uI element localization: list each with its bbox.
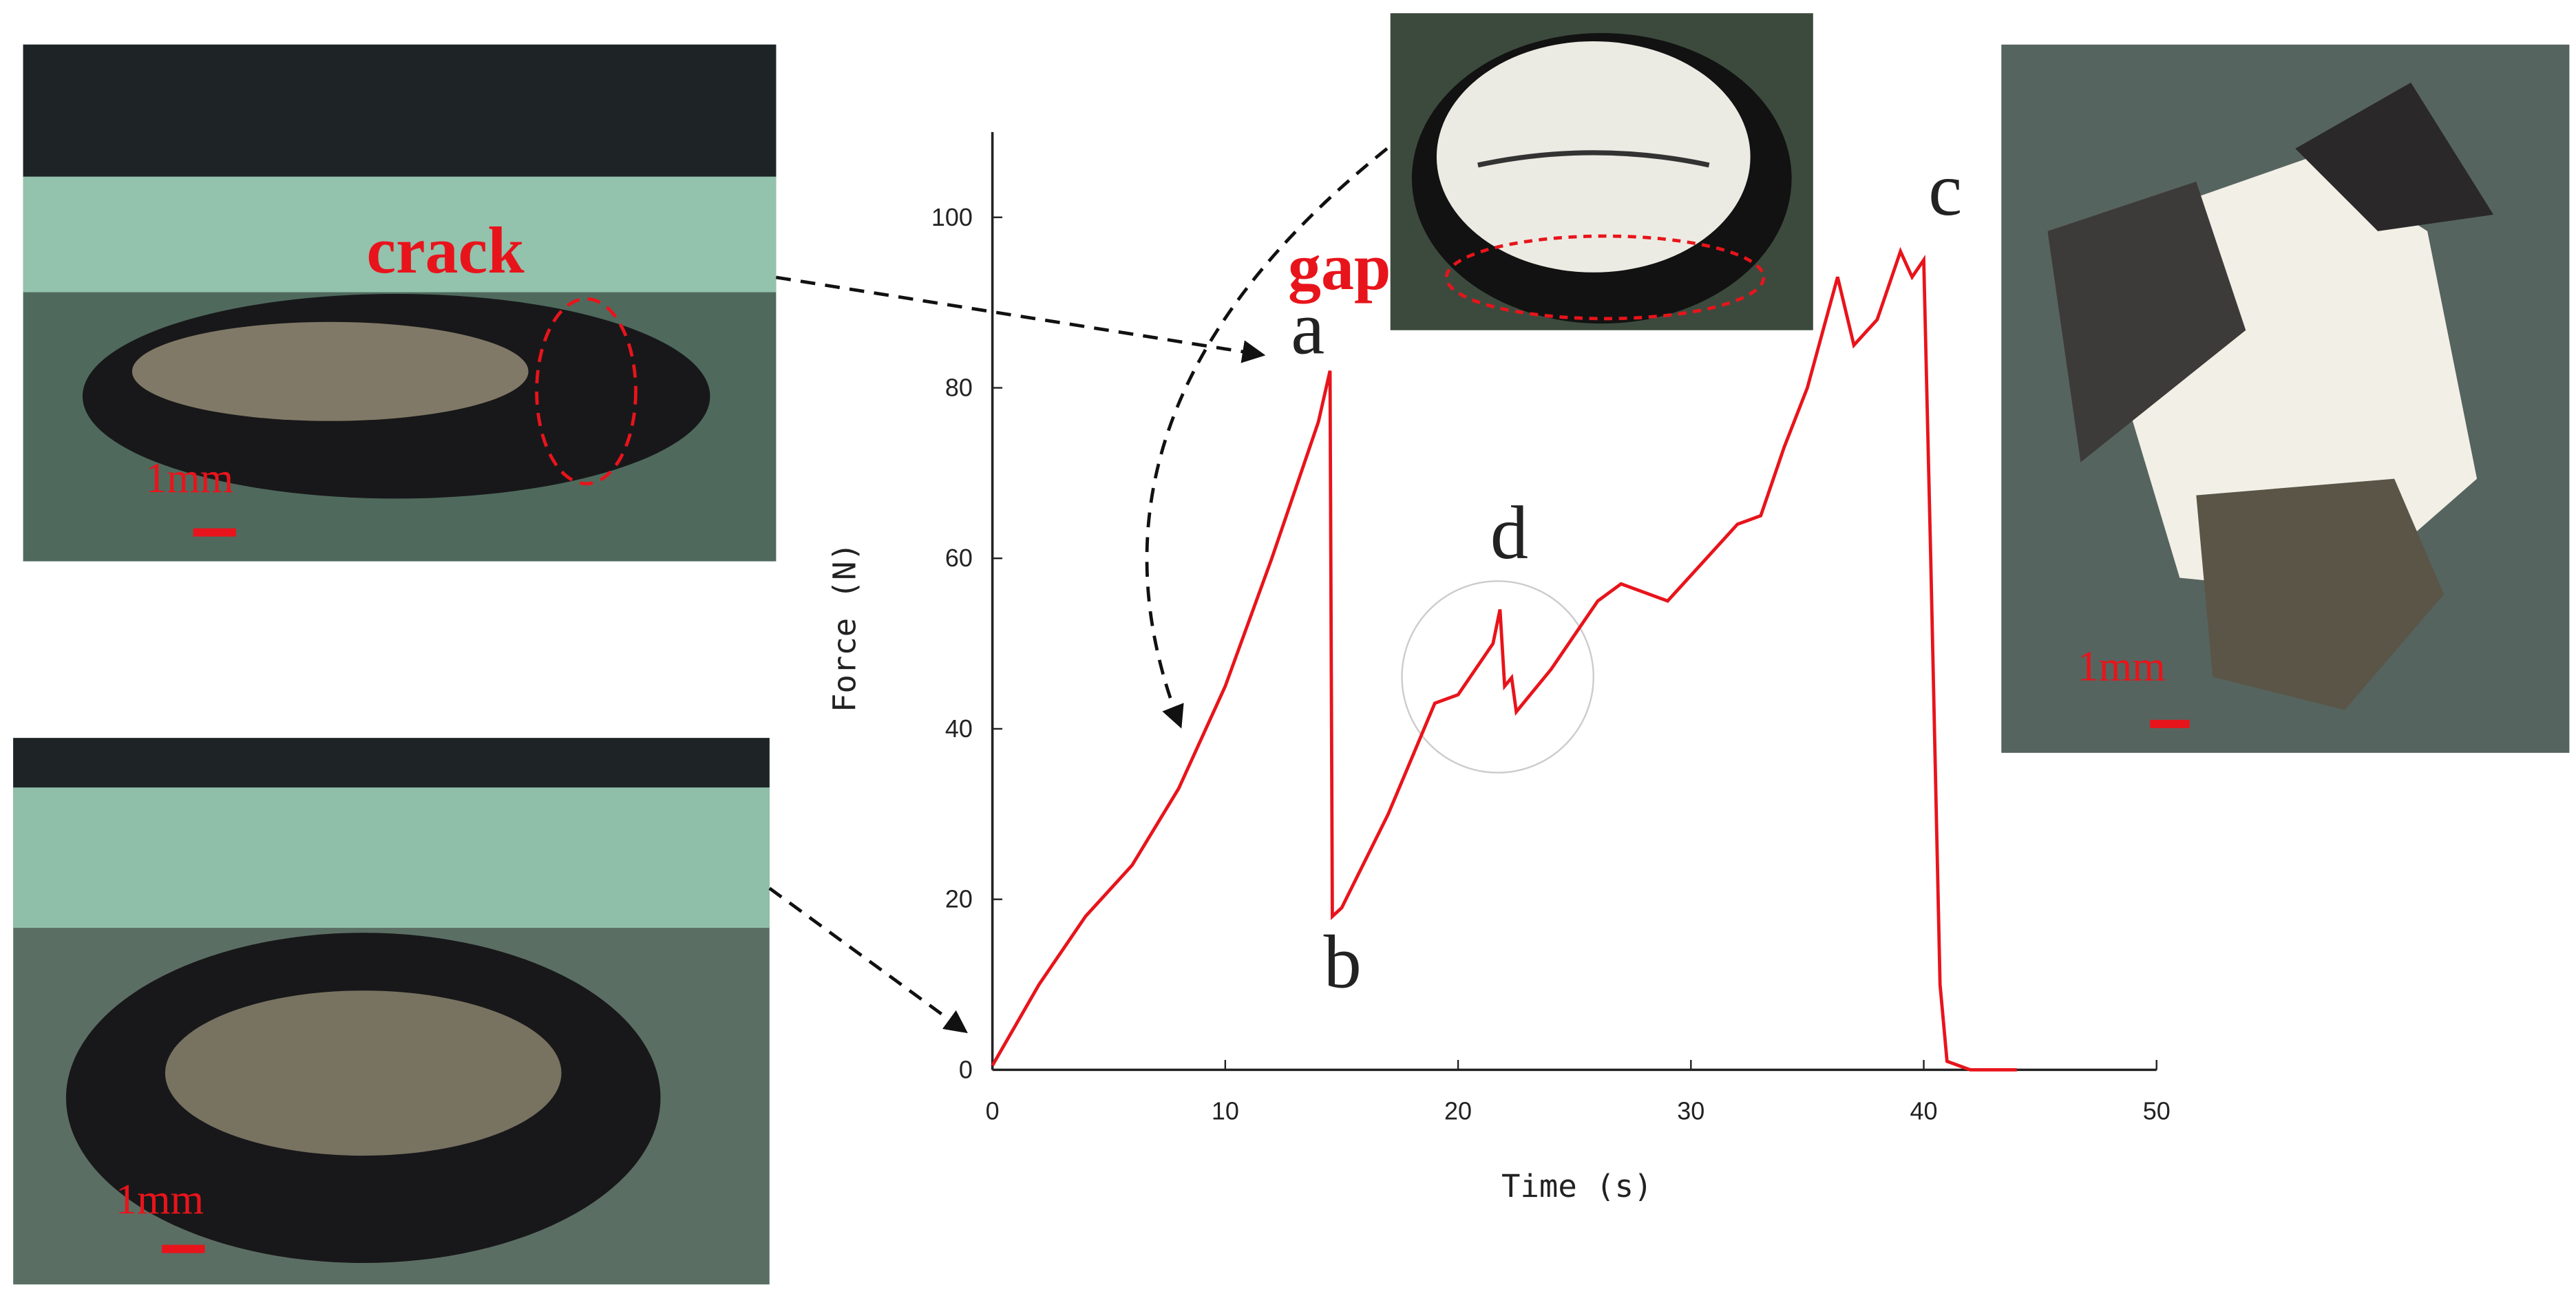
- y-tick-label: 60: [945, 544, 973, 572]
- y-tick-label: 0: [959, 1055, 973, 1083]
- x-tick-label: 0: [986, 1096, 1000, 1125]
- x-tick-label: 10: [1212, 1096, 1239, 1125]
- annotation: d: [1490, 491, 1528, 575]
- x-tick-label: 30: [1677, 1096, 1704, 1125]
- y-tick-label: 40: [945, 714, 973, 743]
- arrow: [1145, 147, 1389, 729]
- annotation: crack: [367, 214, 525, 287]
- scale-label: 1mm: [116, 1176, 204, 1223]
- arrow: [776, 275, 1266, 363]
- x-tick-label: 40: [1910, 1096, 1937, 1125]
- annotation: c: [1928, 147, 1962, 231]
- scale-label: 1mm: [2078, 642, 2166, 690]
- y-tick-label: 80: [945, 373, 973, 401]
- annotation: b: [1324, 920, 1362, 1003]
- photo-intact-seed: [13, 738, 770, 1285]
- x-tick-label: 50: [2143, 1096, 2171, 1125]
- photo-gap: [1390, 13, 1813, 330]
- photo-cracked-seed: [23, 44, 777, 562]
- annotation: a: [1291, 286, 1324, 370]
- x-axis-label: Time (s): [1501, 1168, 1652, 1204]
- highlight-circle: [1401, 580, 1594, 774]
- scale-label: 1mm: [145, 454, 233, 502]
- photo-fragments: [2001, 44, 2570, 753]
- arrow: [768, 886, 968, 1034]
- y-tick-label: 100: [931, 203, 973, 231]
- x-tick-label: 20: [1444, 1096, 1472, 1125]
- annotation: gap: [1288, 231, 1391, 304]
- data-line: [991, 246, 2017, 1072]
- y-axis-label: Force (N): [827, 542, 863, 712]
- y-tick-label: 20: [945, 885, 973, 913]
